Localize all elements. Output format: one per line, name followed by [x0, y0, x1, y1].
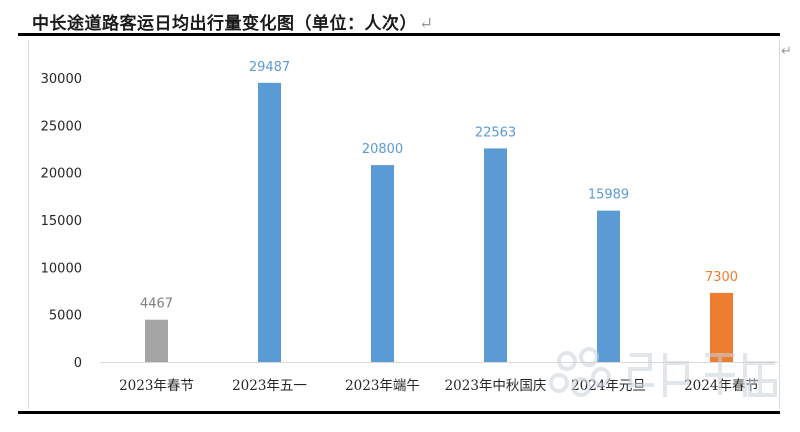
y-tick-label: 30000: [41, 72, 82, 87]
x-tick-label: 2023年春节: [119, 378, 194, 394]
data-label: 29487: [249, 60, 290, 75]
paragraph-return-icon: ↵: [419, 14, 434, 34]
y-tick-label: 10000: [41, 261, 82, 276]
x-tick-label: 2023年中秋国庆: [445, 378, 547, 394]
bar: [258, 82, 281, 363]
x-tick-label: 2024年春节: [684, 378, 759, 394]
paragraph-return-icon-right: ↵: [781, 44, 792, 59]
bar: [597, 210, 620, 362]
bar: [145, 319, 168, 362]
data-label: 20800: [362, 142, 403, 157]
x-tick-label: 2024年元旦: [571, 378, 646, 394]
y-tick-label: 5000: [49, 309, 82, 324]
x-tick-label: 2023年五一: [232, 378, 307, 394]
chart-frame: [28, 40, 780, 409]
data-label: 22563: [475, 125, 516, 140]
x-tick-label: 2023年端午: [345, 378, 420, 394]
y-tick-label: 0: [74, 356, 82, 371]
y-tick-label: 15000: [41, 214, 82, 229]
y-tick-label: 25000: [41, 119, 82, 134]
y-tick-label: 20000: [41, 167, 82, 182]
data-label: 4467: [140, 297, 173, 312]
bar: [710, 292, 733, 362]
bottom-rule: [18, 411, 780, 414]
data-label: 7300: [705, 270, 738, 285]
chart-title: 中长途道路客运日均出行量变化图（单位：人次） ↵: [32, 9, 434, 34]
top-rule: [18, 33, 780, 36]
bar: [484, 148, 507, 362]
chart-title-text: 中长途道路客运日均出行量变化图（单位：人次）: [32, 14, 417, 34]
bar: [371, 165, 394, 362]
data-label: 15989: [588, 188, 629, 203]
